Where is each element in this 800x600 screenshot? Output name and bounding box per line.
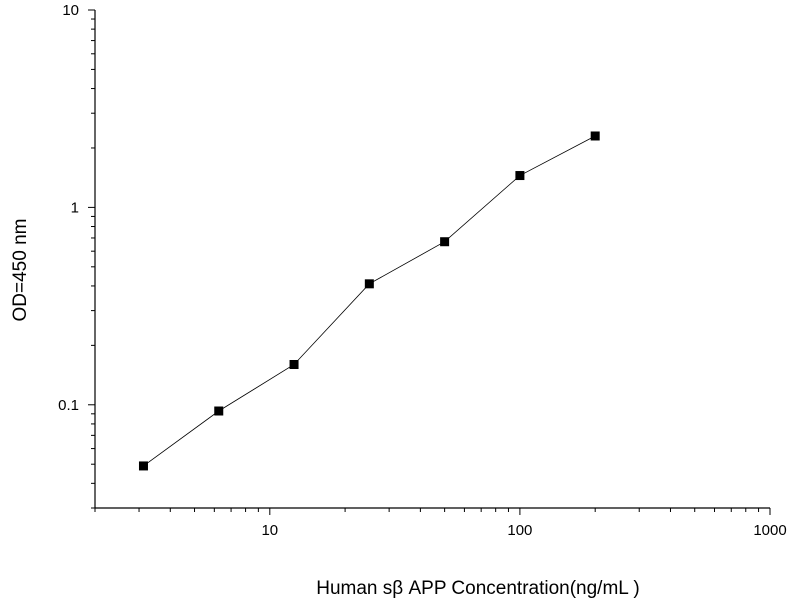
x-tick-label: 100 [507, 522, 532, 539]
data-point [138, 461, 148, 471]
y-tick-label: 1 [71, 199, 79, 216]
y-tick-label: 0.1 [58, 397, 79, 414]
x-axis-title: Human sβ APP Concentration(ng/mL ) [316, 578, 640, 599]
x-tick-label: 1000 [753, 522, 786, 539]
data-point [590, 131, 600, 141]
data-point [214, 406, 224, 416]
data-point [289, 359, 299, 369]
x-tick-label: 10 [261, 522, 278, 539]
y-tick-label: 10 [62, 2, 79, 19]
data-point [364, 279, 374, 289]
y-axis-title: OD=450 nm [10, 219, 31, 322]
data-point [515, 171, 525, 181]
series-line [143, 135, 596, 467]
data-point [440, 237, 450, 247]
